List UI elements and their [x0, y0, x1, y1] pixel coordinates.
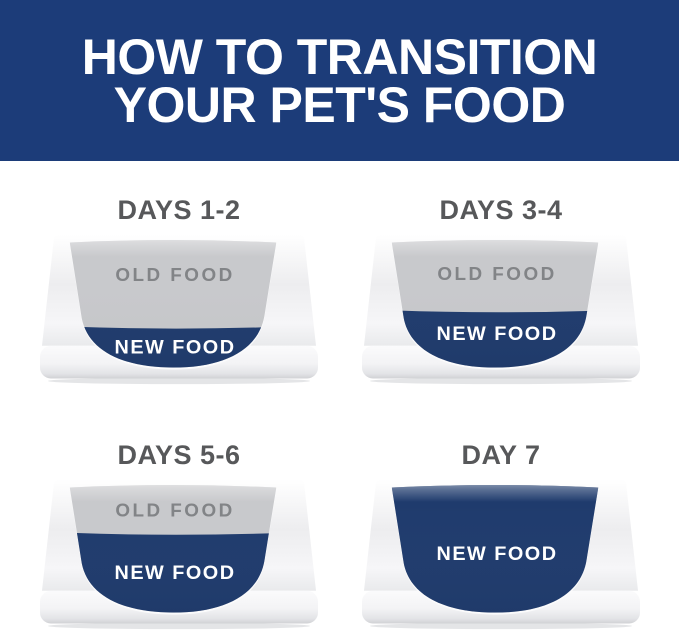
day-range-label: DAY 7 — [461, 440, 541, 470]
bowl-shadow — [369, 377, 633, 385]
food-bowl-day-7: NEW FOOD — [362, 479, 640, 630]
day-range-label: DAYS 3-4 — [439, 195, 563, 225]
new-food-label: NEW FOOD — [437, 323, 558, 345]
new-food-label: NEW FOOD — [115, 562, 236, 584]
step-days-1-2: DAYS 1-2 — [40, 195, 318, 386]
bowl-shadow — [47, 622, 311, 630]
day-range-label: DAYS 5-6 — [117, 440, 241, 470]
bowl-shadow — [47, 377, 311, 385]
food-bowl-days-5-6: OLD FOOD NEW FOOD — [40, 479, 318, 630]
new-food-label: NEW FOOD — [437, 543, 558, 565]
old-food-label: OLD FOOD — [115, 264, 234, 285]
step-days-3-4: DAYS 3-4 — [362, 195, 640, 386]
new-food-label: NEW FOOD — [115, 337, 236, 359]
old-food-label: OLD FOOD — [115, 499, 234, 520]
cavity-shading — [391, 485, 599, 613]
cavity-shading — [391, 240, 599, 368]
step-day-7: DAY 7 — [362, 440, 640, 631]
bowl-shadow — [369, 622, 633, 630]
day-range-label: DAYS 1-2 — [117, 195, 241, 225]
food-bowl-days-1-2: OLD FOOD NEW FOOD — [40, 234, 318, 385]
title-line-2: YOUR PET'S FOOD — [113, 76, 566, 133]
transition-steps-grid: DAYS 1-2 — [0, 161, 679, 631]
page-title: HOW TO TRANSITION YOUR PET'S FOOD — [82, 32, 598, 130]
cavity-shading — [69, 485, 277, 613]
cavity-shading — [69, 240, 277, 368]
title-line-1: HOW TO TRANSITION — [81, 28, 598, 85]
old-food-label: OLD FOOD — [437, 263, 556, 284]
step-days-5-6: DAYS 5-6 — [40, 440, 318, 631]
food-bowl-days-3-4: OLD FOOD NEW FOOD — [362, 234, 640, 385]
header-banner: HOW TO TRANSITION YOUR PET'S FOOD — [0, 0, 679, 161]
